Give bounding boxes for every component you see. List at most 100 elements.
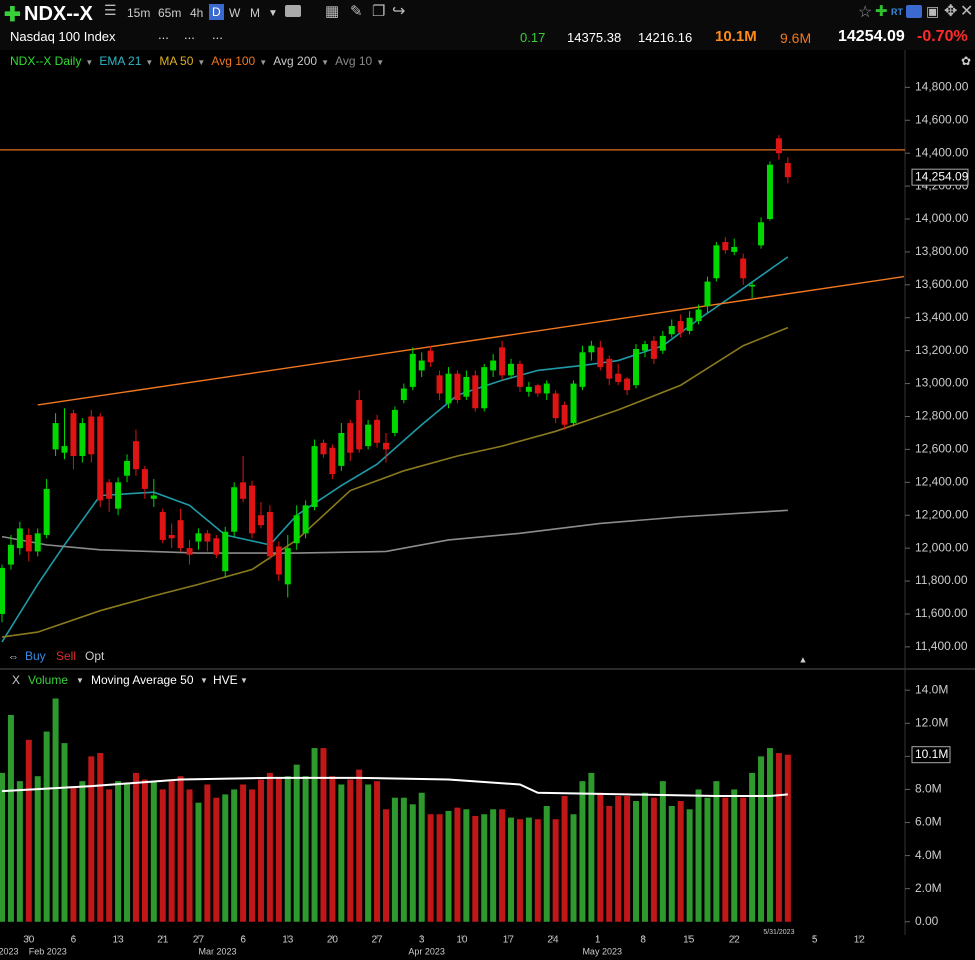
close-icon[interactable]: ✕ — [960, 3, 974, 20]
star-icon[interactable]: ☆ — [858, 4, 873, 21]
volume-bar — [88, 756, 95, 922]
sell-button[interactable]: Sell — [56, 649, 76, 663]
month-label: Apr 2023 — [408, 946, 445, 956]
dropdown-arrow[interactable]: ▼ — [268, 8, 278, 19]
x-tick-label: 27 — [371, 935, 383, 946]
y-tick-label: 12,200.00 — [915, 507, 969, 521]
volume-bar — [454, 807, 461, 922]
candle-body — [329, 447, 336, 475]
candle-body — [159, 511, 166, 540]
x-tick-label: 10 — [456, 935, 468, 946]
volume-bar — [481, 814, 488, 922]
x-tick-label: 6 — [240, 935, 246, 946]
candle-body — [132, 441, 139, 470]
candle-body — [668, 325, 675, 335]
timeframe[interactable]: 4h — [190, 6, 204, 20]
candle-body — [740, 258, 747, 279]
s-icon[interactable] — [906, 5, 922, 18]
candle-body — [150, 495, 157, 499]
dropdown-arrow[interactable]: ▼ — [200, 676, 208, 685]
chart-icon[interactable] — [285, 5, 301, 17]
candle-body — [141, 469, 148, 489]
volume-bar — [356, 769, 363, 922]
toolbar: ✚ NDX--X ☰ 15m 65m 4h D W M ▼ ▦ ✎ ❐ ↪ ☆ … — [0, 0, 975, 50]
notes-icon[interactable]: ❐ — [372, 3, 386, 20]
volume-bar — [275, 777, 282, 922]
volume-bar — [624, 796, 631, 922]
x-tick-label: 5 — [812, 935, 818, 946]
timeframe-active[interactable]: D — [209, 4, 224, 20]
save-icon[interactable]: ▣ — [926, 3, 940, 19]
candle-body — [97, 416, 104, 501]
list-icon[interactable]: ☰ — [104, 2, 117, 18]
candle-body — [7, 544, 14, 565]
ma-label[interactable]: Moving Average 50 — [91, 673, 194, 687]
volume-bar — [97, 753, 104, 922]
volume-bar — [633, 801, 640, 922]
candle-body — [552, 393, 559, 419]
add-icon[interactable]: ✚ — [4, 4, 21, 26]
dropdown-arrow[interactable]: ▼ — [376, 58, 385, 67]
scroll-arrow[interactable]: ▲ — [799, 654, 808, 664]
legend-item[interactable]: NDX--X Daily — [10, 54, 82, 68]
volume-bar — [758, 756, 765, 922]
legend-item[interactable]: MA 50 — [159, 54, 194, 68]
close-panel[interactable]: X — [12, 673, 20, 687]
dropdown-arrow[interactable]: ▼ — [240, 676, 248, 685]
buy-button[interactable]: Buy — [25, 649, 46, 663]
tool-icon[interactable]: ▦ — [325, 3, 340, 20]
dropdown-arrow[interactable]: ▼ — [85, 58, 94, 67]
move-icon[interactable]: ✥ — [944, 3, 958, 20]
legend-item[interactable]: Avg 100 — [211, 54, 256, 68]
volume-bar — [409, 804, 416, 922]
y-tick-label: 13,200.00 — [915, 343, 969, 357]
volume-bar — [0, 772, 5, 922]
opt-button[interactable]: Opt — [85, 649, 105, 663]
timeframe[interactable]: M — [250, 6, 260, 20]
last-volume-label: 10.1M — [915, 747, 948, 761]
x-tick-label: 3 — [419, 935, 425, 946]
dropdown-arrow[interactable]: ▼ — [145, 58, 154, 67]
hve-label[interactable]: HVE — [213, 673, 238, 687]
share-icon[interactable]: ↪ — [392, 3, 406, 20]
volume-bar — [543, 805, 550, 922]
dropdown-arrow[interactable]: ▼ — [259, 58, 268, 67]
symbol[interactable]: NDX--X — [24, 3, 93, 25]
legend-item[interactable]: Avg 10 — [335, 54, 373, 68]
volume-bar — [115, 781, 122, 922]
timeframe[interactable]: 15m — [127, 6, 151, 20]
candle-body — [0, 567, 5, 614]
volume-bar — [79, 781, 86, 922]
candle-body — [749, 284, 756, 287]
dropdown-arrow[interactable]: ▼ — [76, 676, 84, 685]
candle-body — [177, 520, 184, 549]
rt-icon[interactable]: RT — [891, 7, 903, 17]
draw-icon[interactable]: ✎ — [350, 3, 363, 20]
trend-line — [37, 275, 905, 406]
percent-change: -0.70% — [917, 28, 968, 45]
legend-item[interactable]: Avg 200 — [273, 54, 318, 68]
candle-body — [52, 423, 59, 450]
candle-body — [677, 321, 684, 333]
volume-bar — [597, 792, 604, 922]
candle-body — [516, 363, 523, 387]
dropdown-arrow[interactable]: ▼ — [197, 58, 206, 67]
candle-body — [481, 367, 488, 409]
volume-label[interactable]: Volume — [28, 673, 68, 687]
timeframe[interactable]: 65m — [158, 6, 182, 20]
candle-body — [79, 423, 86, 456]
plus-icon[interactable]: ✚ — [875, 3, 888, 20]
month-label: 5/31/2023 — [763, 929, 794, 936]
timeframe[interactable]: W — [229, 6, 241, 20]
settings-icon[interactable]: ✿ — [961, 54, 971, 68]
volume-bar — [168, 781, 175, 922]
candle-body — [543, 383, 550, 394]
legend-item[interactable]: EMA 21 — [99, 54, 142, 68]
volume-bar — [650, 797, 657, 922]
dropdown-arrow[interactable]: ▼ — [321, 58, 329, 67]
volume-bar — [43, 731, 50, 922]
volume-bar — [382, 809, 389, 922]
candle-body — [115, 482, 122, 509]
expand-icon[interactable]: ⇔ — [8, 651, 19, 663]
volume-bar — [141, 779, 148, 922]
